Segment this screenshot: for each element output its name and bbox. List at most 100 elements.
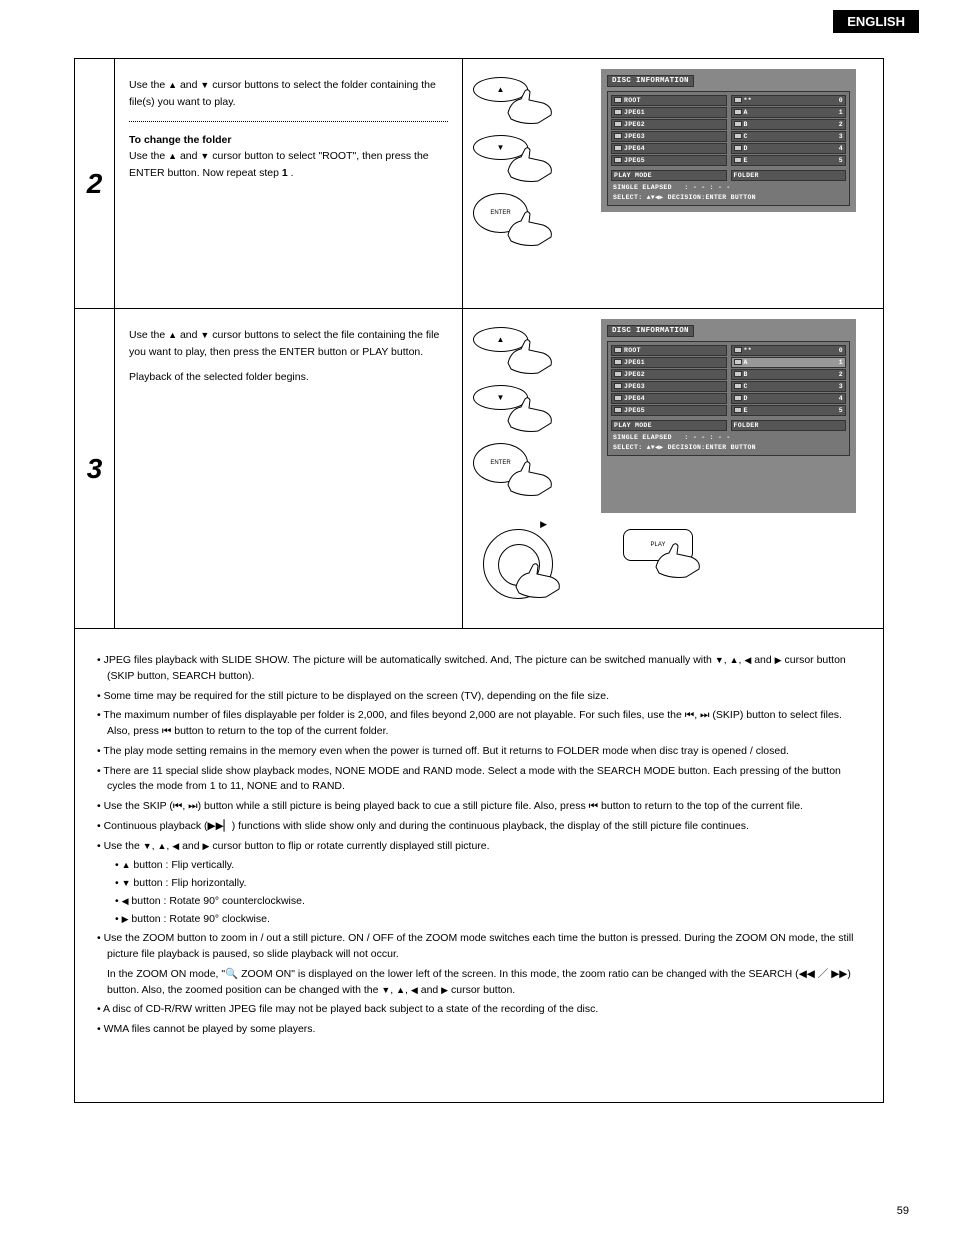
change-folder-heading: To change the folder (129, 132, 448, 149)
down-arrow-icon: ▼ (200, 330, 209, 340)
text: • There are 11 special slide show playba… (97, 764, 861, 796)
text: and (418, 984, 441, 996)
skip-prev-icon: ⏮ (173, 800, 182, 812)
right-arrow-icon: ▶ (122, 914, 129, 924)
up-arrow-icon: ▲ (122, 860, 131, 870)
step-2-instructions: Use the ▲ and ▼ cursor buttons to select… (115, 59, 463, 308)
step-2-row: 2 Use the ▲ and ▼ cursor buttons to sele… (75, 59, 883, 309)
disc-folder-item: JPEG1 (611, 107, 727, 118)
disc-left-column: ROOT JPEG1 JPEG2 JPEG3 JPEG4 JPEG5 (611, 95, 727, 167)
file-icon (734, 157, 742, 163)
disc-folder-item: JPEG2 (611, 119, 727, 130)
disc-folder-item: JPEG3 (611, 131, 727, 142)
select-hint: SELECT: ▲▼◀▶ DECISION:ENTER BUTTON (611, 192, 846, 202)
file-icon (734, 383, 742, 389)
disc-folder-item: JPEG3 (611, 381, 727, 392)
hand-icon (503, 333, 563, 378)
disc-folder-item: JPEG1 (611, 357, 727, 368)
folder-icon (614, 121, 622, 127)
up-arrow-icon: ▲ (168, 330, 177, 340)
disc-right-column: **0 A1 B2 C3 D4 E5 (731, 345, 847, 417)
play-icon: ▶ (540, 519, 547, 530)
up-button-diagram: ▲ (473, 77, 583, 129)
folder-icon (614, 145, 622, 151)
disc-folder-item: JPEG5 (611, 405, 727, 416)
disc-info-panel: DISC INFORMATION ROOT JPEG1 JPEG2 JPEG3 … (601, 69, 856, 212)
up-button-diagram: ▲ (473, 327, 583, 379)
skip-next-icon: ⏭ (188, 800, 197, 812)
text: and (180, 329, 200, 341)
time-value: : - - : - - (684, 184, 730, 191)
text: . (291, 167, 294, 179)
skip-prev-icon: ⏮ (162, 725, 171, 737)
disc-left-column: ROOT JPEG1 JPEG2 JPEG3 JPEG4 JPEG5 (611, 345, 727, 417)
enter-button-diagram: ENTER (473, 443, 583, 513)
notes-section: • JPEG files playback with SLIDE SHOW. T… (75, 629, 883, 1102)
single-elapsed-label: SINGLE ELAPSED (613, 434, 672, 441)
step-ref: 1 (282, 167, 288, 179)
text: button : Flip horizontally. (131, 877, 247, 889)
ff-icon: ▶▶ (831, 968, 847, 980)
down-arrow-icon: ▼ (143, 841, 152, 851)
disc-file-item: C3 (731, 381, 847, 392)
select-hint: SELECT: ▲▼◀▶ DECISION:ENTER BUTTON (611, 442, 846, 452)
text: Use the (129, 329, 168, 341)
disc-file-item-selected: A1 (731, 357, 847, 368)
hand-icon (511, 557, 571, 602)
file-icon (734, 109, 742, 115)
disc-title: DISC INFORMATION (607, 325, 694, 337)
text: • The maximum number of files displayabl… (97, 709, 685, 721)
skip-prev-icon: ⏮ (685, 709, 694, 721)
file-icon (734, 347, 742, 353)
text: and (180, 79, 200, 91)
single-elapsed-label: SINGLE ELAPSED (613, 184, 672, 191)
down-arrow-icon: ▼ (200, 80, 209, 90)
play-mode-cell: PLAY MODE (611, 170, 727, 181)
text: • A disc of CD-R/RW written JPEG file ma… (97, 1002, 861, 1018)
up-arrow-icon: ▲ (168, 151, 177, 161)
disc-file-item: E5 (731, 155, 847, 166)
text: button : Rotate 90° counterclockwise. (129, 895, 305, 907)
disc-folder-item: JPEG4 (611, 143, 727, 154)
folder-icon (614, 97, 622, 103)
rew-icon: ◀◀ (799, 968, 815, 980)
step-num-cell-3: 3 (75, 309, 115, 628)
disc-file-item: A1 (731, 107, 847, 118)
disc-file-item: **0 (731, 95, 847, 106)
text: Use the (129, 150, 168, 162)
text: • (115, 859, 122, 871)
text: Playback of the selected folder begins. (129, 369, 448, 386)
step-3-instructions: Use the ▲ and ▼ cursor buttons to select… (115, 309, 463, 628)
up-arrow-icon: ▲ (730, 655, 739, 665)
disc-folder-item: ROOT (611, 345, 727, 356)
right-arrow-icon: ▶ (775, 655, 782, 665)
page-number: 59 (897, 1205, 909, 1217)
disc-info-panel: DISC INFORMATION ROOT JPEG1 JPEG2 JPEG3 … (601, 319, 856, 513)
text: • JPEG files playback with SLIDE SHOW. T… (97, 654, 715, 666)
unit-play-button-diagram: ▶ (483, 529, 553, 599)
text: and (751, 654, 774, 666)
disc-folder-item: ROOT (611, 95, 727, 106)
folder-icon (614, 109, 622, 115)
text: • (115, 895, 122, 907)
play-mode-cell: PLAY MODE (611, 420, 727, 431)
file-icon (734, 371, 742, 377)
text: and (179, 840, 202, 852)
disc-file-item: E5 (731, 405, 847, 416)
disc-body: ROOT JPEG1 JPEG2 JPEG3 JPEG4 JPEG5 **0 A… (607, 91, 850, 206)
text: • Use the (97, 840, 143, 852)
disc-folder-item: JPEG5 (611, 155, 727, 166)
text: Use the (129, 79, 168, 91)
folder-cell: FOLDER (731, 170, 847, 181)
folder-cell: FOLDER (731, 420, 847, 431)
folder-icon (614, 395, 622, 401)
down-arrow-icon: ▼ (715, 655, 724, 665)
play-buttons-row: ▶ PLAY (483, 529, 693, 599)
folder-icon (614, 133, 622, 139)
disc-title: DISC INFORMATION (607, 75, 694, 87)
enter-button-diagram: ENTER (473, 193, 583, 263)
disc-folder-item: JPEG4 (611, 393, 727, 404)
step-2-illustration: ▲ ▼ ENTER DISC INFORMATION ROOT (463, 59, 883, 308)
file-icon (734, 97, 742, 103)
step-3-row: 3 Use the ▲ and ▼ cursor buttons to sele… (75, 309, 883, 629)
